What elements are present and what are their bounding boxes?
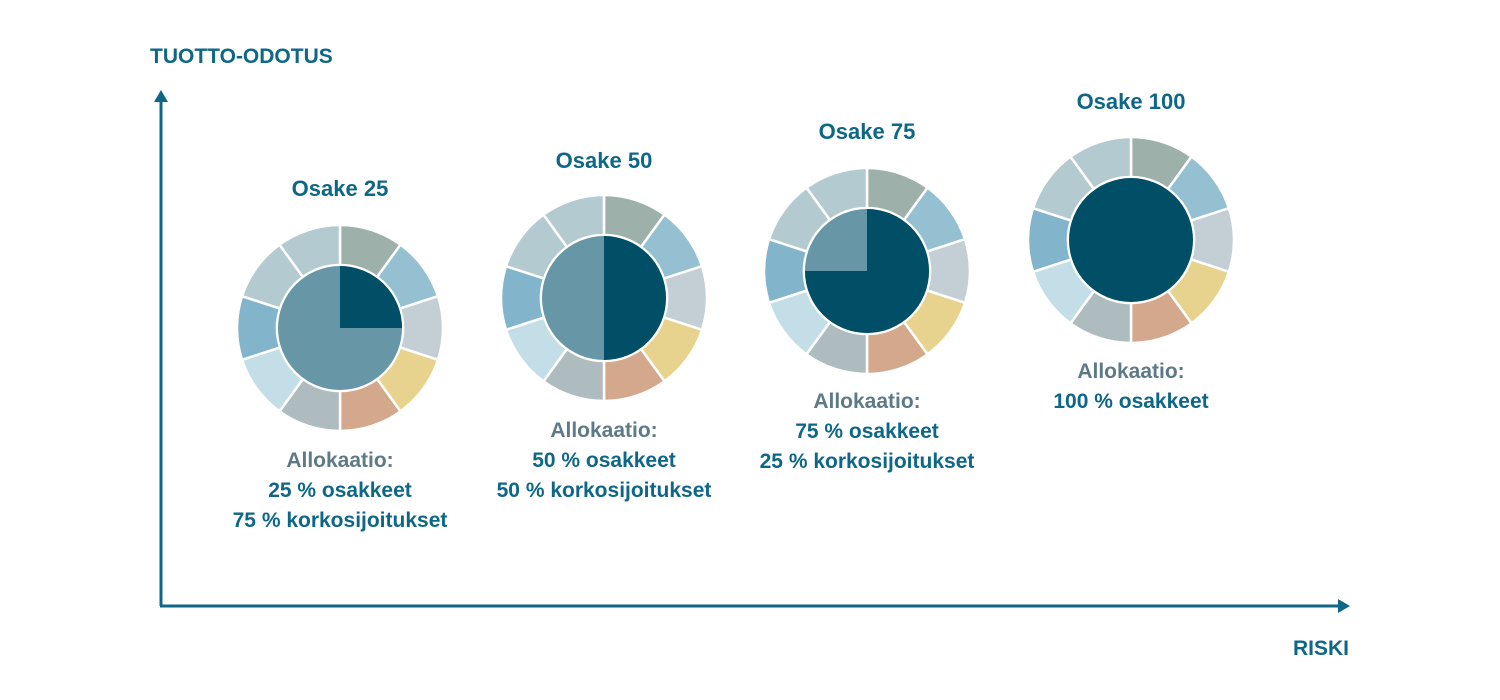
portfolio-chart: Osake 100 Allokaatio: 100 % osakkeet bbox=[1026, 89, 1236, 413]
axes: TUOTTO-ODOTUS RISKI bbox=[150, 45, 1350, 660]
x-axis-label: RISKI bbox=[1293, 637, 1349, 660]
allocation-heading: Allokaatio: bbox=[550, 419, 657, 442]
allocation-line: 50 % korkosijoitukset bbox=[497, 479, 712, 502]
allocation-heading: Allokaatio: bbox=[1077, 360, 1184, 383]
portfolio-title: Osake 25 bbox=[292, 176, 389, 201]
x-axis-arrow bbox=[1338, 599, 1350, 613]
portfolio-title: Osake 75 bbox=[819, 119, 916, 144]
portfolio-chart: Osake 50 Allokaatio: 50 % osakkeet 50 % kor… bbox=[497, 148, 712, 502]
portfolio-title: Osake 50 bbox=[556, 148, 653, 173]
equity-slice bbox=[604, 236, 666, 360]
y-axis-label: TUOTTO-ODOTUS bbox=[150, 45, 333, 68]
allocation-line: 75 % korkosijoitukset bbox=[233, 509, 448, 532]
allocation-heading: Allokaatio: bbox=[286, 449, 393, 472]
portfolio-chart: Osake 75 Allokaatio: 75 % osakkeet 25 % kor… bbox=[760, 119, 975, 473]
y-axis-arrow bbox=[154, 90, 168, 102]
allocation-line: 50 % osakkeet bbox=[532, 449, 676, 472]
portfolio-title: Osake 100 bbox=[1077, 89, 1186, 114]
portfolio-chart: Osake 25 Allokaatio: 25 % osakkeet 75 % kor… bbox=[233, 176, 448, 532]
portfolio-charts: Osake 25 Allokaatio: 25 % osakkeet 75 % kor… bbox=[233, 89, 1236, 532]
allocation-line: 75 % osakkeet bbox=[795, 420, 939, 443]
equity-slice bbox=[805, 209, 929, 333]
allocation-heading: Allokaatio: bbox=[813, 390, 920, 413]
equity-slice bbox=[1069, 178, 1193, 302]
allocation-line: 25 % osakkeet bbox=[268, 479, 412, 502]
allocation-line: 100 % osakkeet bbox=[1053, 390, 1208, 413]
allocation-line: 25 % korkosijoitukset bbox=[760, 450, 975, 473]
equity-slice bbox=[340, 266, 402, 328]
